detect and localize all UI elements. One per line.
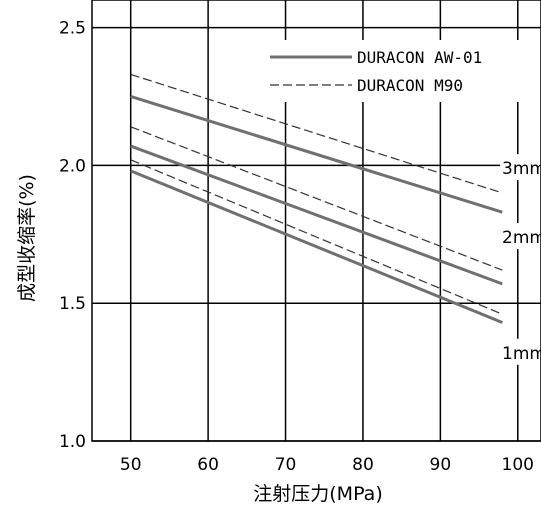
x-tick-label: 90 — [430, 455, 452, 475]
x-tick-label: 100 — [502, 455, 534, 475]
x-axis-title: 注射压力(MPa) — [253, 483, 382, 505]
y-axis-title: 成型收缩率(%) — [16, 174, 38, 302]
x-tick-label: 60 — [197, 455, 219, 475]
series-line — [130, 169, 503, 324]
data-series — [130, 73, 503, 324]
series-line — [130, 144, 503, 286]
legend-label: DURACON AW-01 — [357, 48, 482, 67]
y-tick-label: 1.0 — [59, 432, 86, 452]
y-tick-label: 2.0 — [59, 156, 86, 176]
annotation-background — [500, 338, 541, 365]
legend-box — [260, 40, 541, 102]
annotation-label: 3mmt — [502, 159, 541, 179]
series-line — [130, 159, 503, 315]
y-tick-label: 1.5 — [59, 294, 86, 314]
x-tick-label: 70 — [275, 455, 297, 475]
x-tick-label: 80 — [352, 455, 374, 475]
y-tick-label: 2.5 — [59, 19, 86, 39]
annotation-background — [500, 154, 541, 181]
legend-label: DURACON M90 — [357, 76, 463, 95]
annotation-label: 2mmt — [502, 228, 541, 248]
series-line — [130, 126, 503, 271]
series-line — [130, 73, 503, 194]
legend: DURACON AW-01 DURACON M90 — [270, 48, 482, 95]
plot-frame — [91, 0, 541, 442]
series-line — [130, 95, 503, 214]
annotation-label: 1mmt — [502, 344, 541, 364]
thickness-annotations: 3mmt 2mmt 1mmt — [500, 154, 541, 365]
x-tick-label: 50 — [120, 455, 142, 475]
axis-ticks: 50 60 70 80 90 100 1.0 1.5 2.0 2.5 — [59, 19, 534, 475]
annotation-background — [500, 223, 541, 250]
